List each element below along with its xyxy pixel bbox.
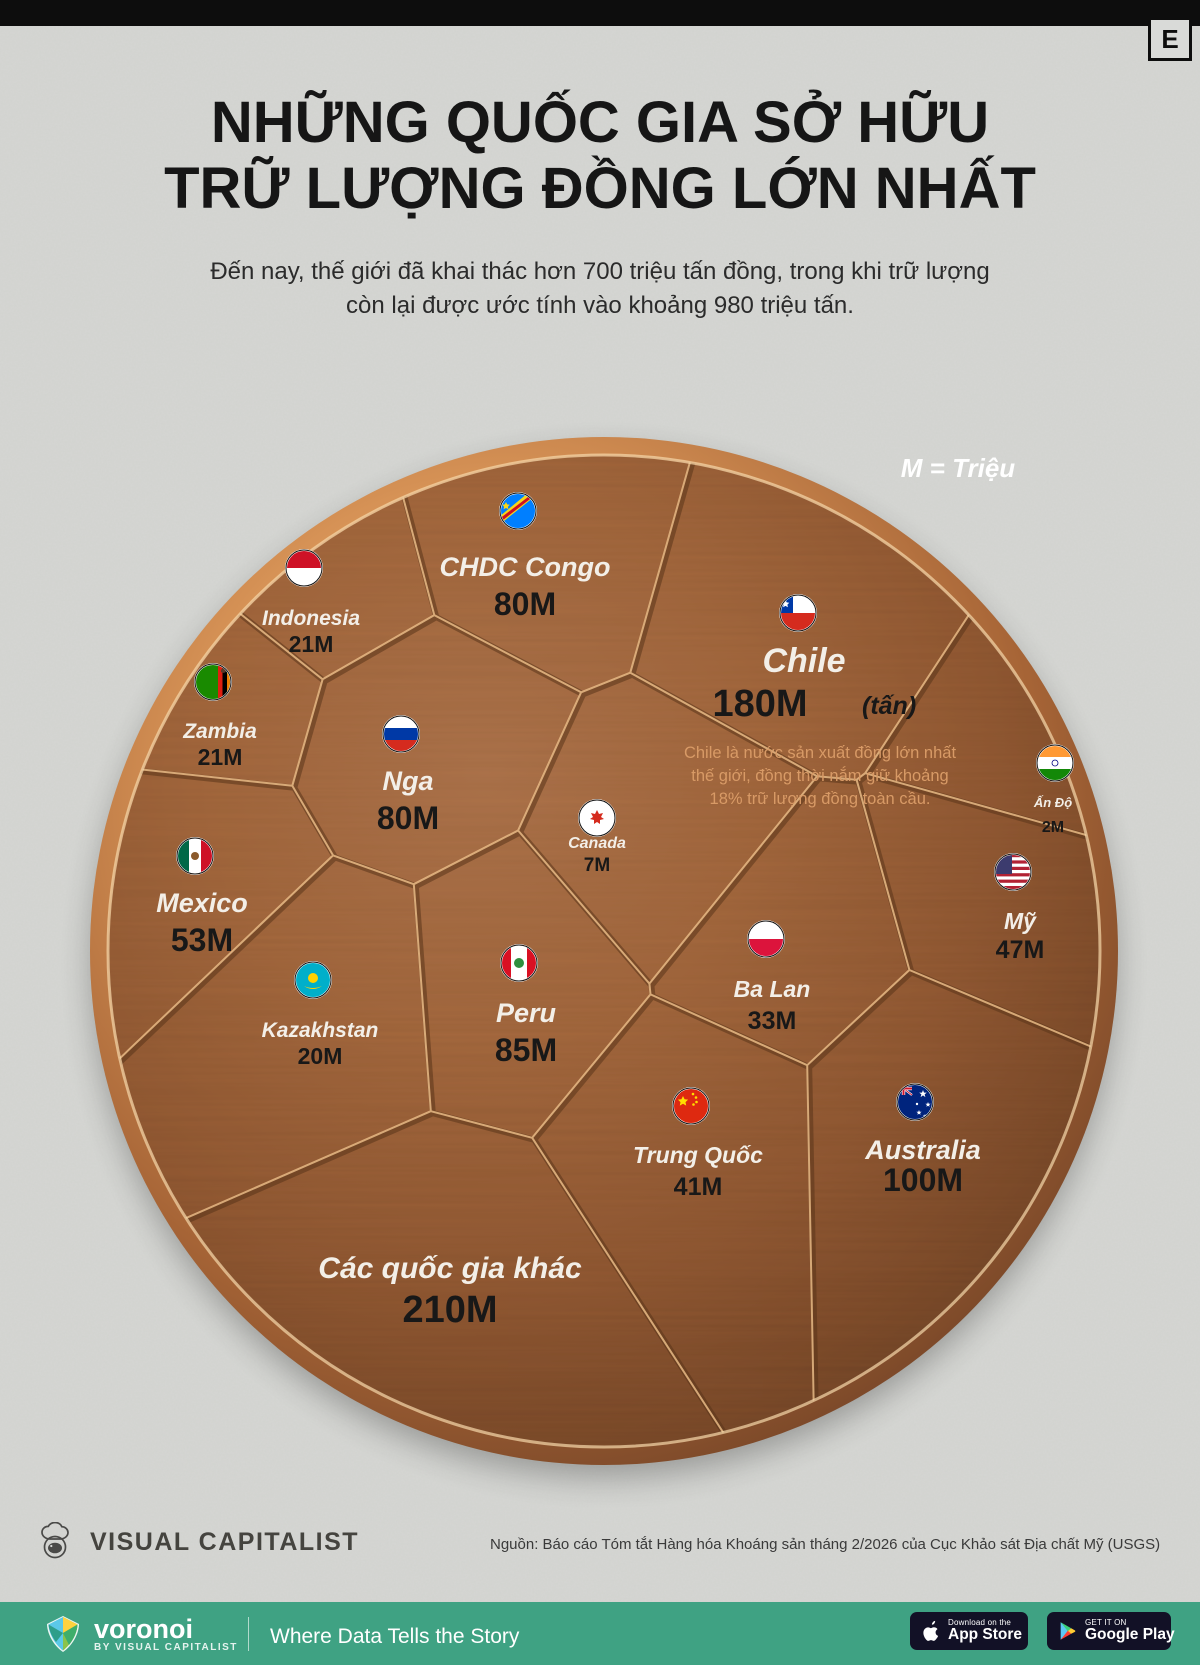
svg-text:Kazakhstan: Kazakhstan	[262, 1019, 379, 1042]
svg-text:thế giới, đồng thời nắm giữ kh: thế giới, đồng thời nắm giữ khoảng	[691, 766, 948, 785]
svg-text:180M: 180M	[712, 683, 807, 725]
svg-text:18% trữ lượng đồng toàn cầu.: 18% trữ lượng đồng toàn cầu.	[710, 790, 931, 808]
svg-text:53M: 53M	[171, 922, 233, 958]
svg-text:Trung Quốc: Trung Quốc	[633, 1142, 763, 1168]
svg-text:Peru: Peru	[496, 998, 557, 1028]
svg-text:85M: 85M	[495, 1032, 557, 1068]
svg-text:Chile là nước sản xuất đồng lớ: Chile là nước sản xuất đồng lớn nhất	[684, 744, 957, 762]
svg-text:41M: 41M	[674, 1173, 723, 1201]
svg-text:Ấn Độ: Ấn Độ	[1033, 795, 1072, 810]
svg-text:Australia: Australia	[864, 1135, 981, 1165]
svg-text:Canada: Canada	[568, 835, 626, 852]
svg-text:Mexico: Mexico	[156, 888, 248, 918]
svg-text:Zambia: Zambia	[182, 720, 257, 743]
svg-text:210M: 210M	[402, 1289, 497, 1331]
svg-text:Nga: Nga	[382, 766, 433, 796]
svg-text:CHDC Congo: CHDC Congo	[440, 552, 611, 582]
svg-text:80M: 80M	[377, 800, 439, 836]
svg-text:7M: 7M	[584, 855, 610, 876]
svg-text:M = Triệu: M = Triệu	[901, 453, 1016, 483]
svg-text:21M: 21M	[289, 631, 334, 657]
svg-text:20M: 20M	[298, 1043, 343, 1069]
svg-text:100M: 100M	[883, 1162, 963, 1198]
svg-text:Mỹ: Mỹ	[1004, 908, 1037, 934]
svg-text:Ba Lan: Ba Lan	[734, 976, 811, 1002]
svg-text:33M: 33M	[748, 1007, 797, 1035]
svg-text:(tấn): (tấn)	[862, 692, 916, 720]
svg-text:47M: 47M	[996, 936, 1045, 964]
svg-text:Indonesia: Indonesia	[262, 607, 360, 630]
svg-text:2M: 2M	[1042, 819, 1064, 836]
svg-text:Các quốc gia khác: Các quốc gia khác	[318, 1252, 582, 1285]
svg-text:21M: 21M	[198, 744, 243, 770]
svg-text:80M: 80M	[494, 586, 556, 622]
svg-text:Chile: Chile	[762, 642, 845, 680]
